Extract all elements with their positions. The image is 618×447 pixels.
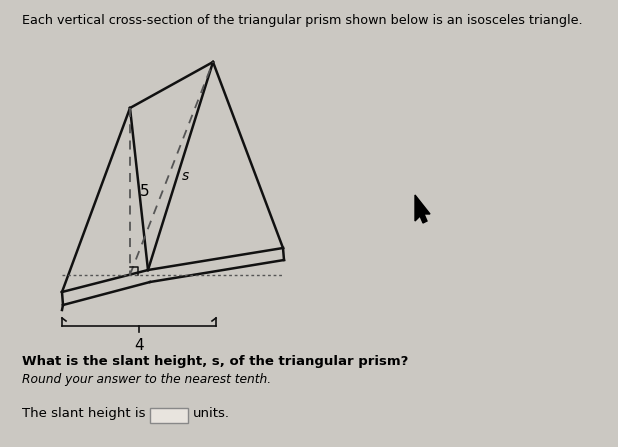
- Text: 5: 5: [140, 184, 150, 199]
- FancyBboxPatch shape: [150, 408, 188, 423]
- Text: Each vertical cross-section of the triangular prism shown below is an isosceles : Each vertical cross-section of the trian…: [22, 14, 583, 27]
- Text: units.: units.: [193, 407, 230, 420]
- Text: Round your answer to the nearest tenth.: Round your answer to the nearest tenth.: [22, 373, 271, 386]
- Text: What is the slant height, s, of the triangular prism?: What is the slant height, s, of the tria…: [22, 355, 408, 368]
- Text: s: s: [182, 169, 189, 183]
- Text: The slant height is: The slant height is: [22, 407, 145, 420]
- Text: 4: 4: [134, 338, 144, 354]
- Polygon shape: [415, 195, 430, 223]
